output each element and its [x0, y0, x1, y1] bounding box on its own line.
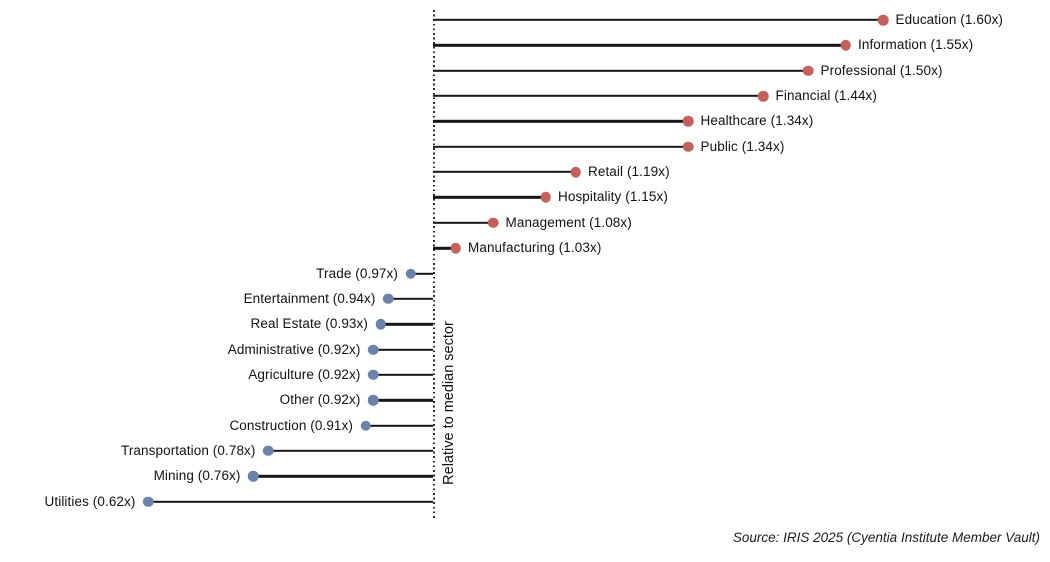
category-label: Agriculture (0.92x)	[248, 367, 361, 383]
lollipop-row: Financial (1.44x)	[0, 88, 1050, 104]
category-label: Other (0.92x)	[279, 392, 361, 408]
stem-line	[373, 373, 433, 377]
lollipop-row: Other (0.92x)	[0, 392, 1050, 408]
lollipop-row: Information (1.55x)	[0, 37, 1050, 53]
data-point-dot[interactable]	[570, 166, 581, 178]
category-label: Mining (0.76x)	[153, 468, 241, 484]
data-point-dot[interactable]	[757, 90, 769, 102]
data-point-dot[interactable]	[360, 420, 371, 431]
lollipop-row: Construction (0.91x)	[0, 417, 1050, 433]
category-label: Transportation (0.78x)	[120, 443, 256, 459]
category-label: Public (1.34x)	[700, 138, 785, 154]
data-point-dot[interactable]	[682, 141, 694, 152]
lollipop-row: Hospitality (1.15x)	[0, 189, 1050, 205]
stem-line	[365, 424, 433, 427]
lollipop-row: Management (1.08x)	[0, 214, 1050, 230]
category-label: Utilities (0.62x)	[44, 493, 136, 509]
stem-line	[433, 196, 546, 199]
category-label: Construction (0.91x)	[229, 417, 353, 433]
lollipop-row: Education (1.60x)	[0, 12, 1050, 28]
category-label: Trade (0.97x)	[316, 265, 398, 281]
y-axis-label: Relative to median sector	[441, 321, 457, 485]
category-label: Retail (1.19x)	[588, 164, 670, 180]
category-label: Hospitality (1.15x)	[558, 189, 668, 205]
category-label: Administrative (0.92x)	[227, 341, 361, 357]
category-label: Healthcare (1.34x)	[700, 113, 814, 129]
lollipop-row: Healthcare (1.34x)	[0, 113, 1050, 129]
stem-line	[373, 399, 433, 402]
category-label: Manufacturing (1.03x)	[468, 240, 602, 256]
data-point-dot[interactable]	[367, 395, 379, 406]
stem-line	[433, 69, 808, 72]
stem-line	[380, 322, 433, 326]
data-point-dot[interactable]	[375, 318, 386, 330]
median-baseline-dotted-line	[433, 10, 435, 520]
data-point-dot[interactable]	[142, 496, 154, 507]
lollipop-row: Real Estate (0.93x)	[0, 316, 1050, 332]
data-point-dot[interactable]	[247, 471, 259, 482]
lollipop-row: Professional (1.50x)	[0, 62, 1050, 78]
lollipop-row: Public (1.34x)	[0, 138, 1050, 154]
stem-line	[433, 246, 456, 250]
stem-line	[433, 44, 846, 47]
data-point-dot[interactable]	[877, 14, 889, 26]
data-point-dot[interactable]	[262, 445, 274, 457]
lollipop-row: Trade (0.97x)	[0, 265, 1050, 281]
lollipop-row: Manufacturing (1.03x)	[0, 240, 1050, 256]
stem-line	[433, 221, 493, 224]
lollipop-row: Administrative (0.92x)	[0, 341, 1050, 357]
stem-line	[433, 170, 576, 174]
category-label: Entertainment (0.94x)	[243, 291, 376, 307]
stem-line	[433, 145, 688, 148]
data-point-dot[interactable]	[382, 293, 394, 305]
stem-line	[388, 297, 433, 301]
data-point-dot[interactable]	[840, 40, 851, 51]
stem-line	[410, 272, 433, 275]
lollipop-row: Mining (0.76x)	[0, 468, 1050, 484]
lollipop-row: Transportation (0.78x)	[0, 443, 1050, 459]
source-credit: Source: IRIS 2025 (Cyentia Institute Mem…	[732, 530, 1040, 545]
data-point-dot[interactable]	[682, 116, 694, 127]
data-point-dot[interactable]	[367, 369, 379, 381]
data-point-dot[interactable]	[450, 242, 461, 254]
category-label: Professional (1.50x)	[820, 62, 943, 78]
category-label: Real Estate (0.93x)	[250, 316, 368, 332]
data-point-dot[interactable]	[367, 344, 379, 355]
stem-line	[373, 348, 433, 351]
stem-line	[433, 94, 763, 98]
data-point-dot[interactable]	[405, 268, 416, 279]
category-label: Financial (1.44x)	[775, 88, 877, 104]
lollipop-row: Utilities (0.62x)	[0, 493, 1050, 509]
data-point-dot[interactable]	[802, 65, 814, 76]
data-point-dot[interactable]	[540, 192, 551, 203]
category-label: Information (1.55x)	[858, 37, 974, 53]
stem-line	[253, 475, 433, 478]
category-label: Management (1.08x)	[505, 214, 632, 230]
stem-line	[433, 18, 883, 22]
stem-line	[433, 120, 688, 123]
lollipop-row: Entertainment (0.94x)	[0, 291, 1050, 307]
stem-line	[268, 449, 433, 453]
stem-line	[148, 500, 433, 503]
lollipop-row: Agriculture (0.92x)	[0, 367, 1050, 383]
data-point-dot[interactable]	[487, 217, 499, 229]
category-label: Education (1.60x)	[895, 12, 1004, 28]
lollipop-row: Retail (1.19x)	[0, 164, 1050, 180]
